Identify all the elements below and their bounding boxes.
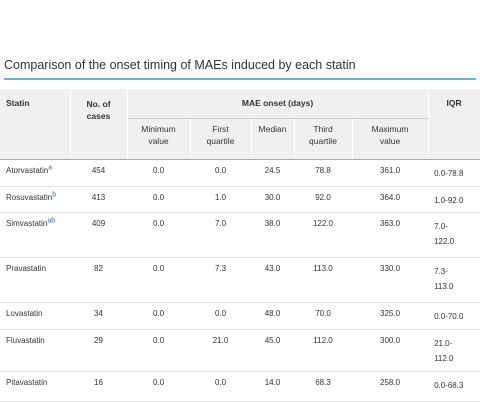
median-header: Median xyxy=(251,118,295,160)
iqr-cell: 1.0-92.0 xyxy=(428,186,480,213)
cases-cell: 409 xyxy=(70,212,127,258)
max-cell: 361.0 xyxy=(352,159,429,187)
cases-cell: 413 xyxy=(70,186,127,213)
q1-cell: 0.0 xyxy=(190,371,251,402)
cases-cell: 29 xyxy=(70,329,127,372)
statin-cell: Lovastatin xyxy=(0,302,70,330)
cases-cell: 454 xyxy=(70,159,127,187)
min-cell: 0.0 xyxy=(127,302,190,330)
table-row: Atorvastatina 454 0.0 0.0 24.5 78.8 361.… xyxy=(0,159,480,187)
q1-cell: 21.0 xyxy=(190,329,251,372)
iqr-cell: 7.3- 113.0 xyxy=(428,257,480,303)
min-cell: 0.0 xyxy=(127,371,190,402)
table-caption: Comparison of the onset timing of MAEs i… xyxy=(4,58,476,80)
cases-cell: 16 xyxy=(70,371,127,402)
table-row: Fluvastatin 29 0.0 21.0 45.0 112.0 300.0… xyxy=(0,329,480,372)
min-header: Minimum value xyxy=(127,118,191,160)
statin-cell: Fluvastatin xyxy=(0,329,70,372)
q1-cell: 1.0 xyxy=(190,186,251,213)
q1-cell: 7.0 xyxy=(190,212,251,258)
cases-cell: 34 xyxy=(70,302,127,330)
footnote-link[interactable]: ab xyxy=(47,217,56,225)
cases-header: No. of cases xyxy=(70,89,128,160)
median-cell: 43.0 xyxy=(251,257,294,303)
max-header-line2: value xyxy=(379,136,401,147)
statin-cell: Rosuvastatinb xyxy=(0,186,70,213)
q1-cell: 0.0 xyxy=(190,302,251,330)
cases-cell: 82 xyxy=(70,257,127,303)
max-cell: 258.0 xyxy=(352,371,429,402)
min-cell: 0.0 xyxy=(127,186,190,213)
onset-group-header: MAE onset (days) xyxy=(127,89,429,119)
median-cell: 30.0 xyxy=(251,186,294,213)
iqr-header: IQR xyxy=(428,89,480,160)
max-cell: 330.0 xyxy=(352,257,429,303)
iqr-cell: 0.0-78.8 xyxy=(428,159,480,187)
min-cell: 0.0 xyxy=(127,257,190,303)
median-cell: 24.5 xyxy=(251,159,294,187)
statin-cell: Atorvastatina xyxy=(0,159,70,187)
iqr-cell: 0.0-70.0 xyxy=(428,302,480,330)
table-row: Lovastatin 34 0.0 0.0 48.0 70.0 325.0 0.… xyxy=(0,302,480,330)
min-cell: 0.0 xyxy=(127,159,190,187)
max-cell: 325.0 xyxy=(352,302,429,330)
q3-cell: 92.0 xyxy=(294,186,352,213)
q3-cell: 78.8 xyxy=(294,159,352,187)
q3-header-line1: Third xyxy=(313,124,333,134)
max-cell: 363.0 xyxy=(352,212,429,258)
footnote-link[interactable]: a xyxy=(48,164,53,172)
median-cell: 14.0 xyxy=(251,371,294,402)
min-header-line2: value xyxy=(148,136,169,147)
q3-cell: 70.0 xyxy=(294,302,352,330)
median-cell: 48.0 xyxy=(251,302,294,330)
iqr-cell: 7.0- 122.0 xyxy=(428,212,480,258)
median-cell: 38.0 xyxy=(251,212,294,258)
footnote-link[interactable]: b xyxy=(52,191,57,199)
min-cell: 0.0 xyxy=(127,212,190,258)
statin-onset-table: Statin No. of cases MAE onset (days) IQR… xyxy=(0,89,480,402)
cases-header-line1: No. of xyxy=(86,99,111,109)
statin-header: Statin xyxy=(0,89,71,160)
statin-cell: Simvastatinab xyxy=(0,212,70,258)
max-header: Maximum value xyxy=(352,118,429,160)
q1-header: First quartile xyxy=(190,118,252,160)
iqr-cell: 21.0- 112.0 xyxy=(428,329,480,372)
table-row: Pravastatin 82 0.0 7.3 43.0 113.0 330.0 … xyxy=(0,257,480,303)
q1-cell: 7.3 xyxy=(190,257,251,303)
q3-header-line2: quartile xyxy=(309,136,337,147)
q3-header: Third quartile xyxy=(294,118,353,160)
q1-cell: 0.0 xyxy=(190,159,251,187)
max-cell: 300.0 xyxy=(352,329,429,372)
q1-header-line1: First xyxy=(212,124,229,134)
min-header-line1: Minimum xyxy=(141,124,176,134)
table-row: Simvastatinab 409 0.0 7.0 38.0 122.0 363… xyxy=(0,212,480,258)
iqr-cell: 0.0-68.3 xyxy=(428,371,480,402)
median-cell: 45.0 xyxy=(251,329,294,372)
statin-cell: Pitavastatin xyxy=(0,371,70,402)
statin-cell: Pravastatin xyxy=(0,257,70,303)
q3-cell: 68.3 xyxy=(294,371,352,402)
q3-cell: 122.0 xyxy=(294,212,352,258)
q1-header-line2: quartile xyxy=(206,136,235,147)
q3-cell: 113.0 xyxy=(294,257,352,303)
max-cell: 364.0 xyxy=(352,186,429,213)
table-row: Pitavastatin 16 0.0 0.0 14.0 68.3 258.0 … xyxy=(0,371,480,402)
q3-cell: 112.0 xyxy=(294,329,352,372)
cases-header-line2: cases xyxy=(86,111,111,122)
max-header-line1: Maximum xyxy=(371,124,409,134)
table-row: Rosuvastatinb 413 0.0 1.0 30.0 92.0 364.… xyxy=(0,186,480,213)
min-cell: 0.0 xyxy=(127,329,190,372)
